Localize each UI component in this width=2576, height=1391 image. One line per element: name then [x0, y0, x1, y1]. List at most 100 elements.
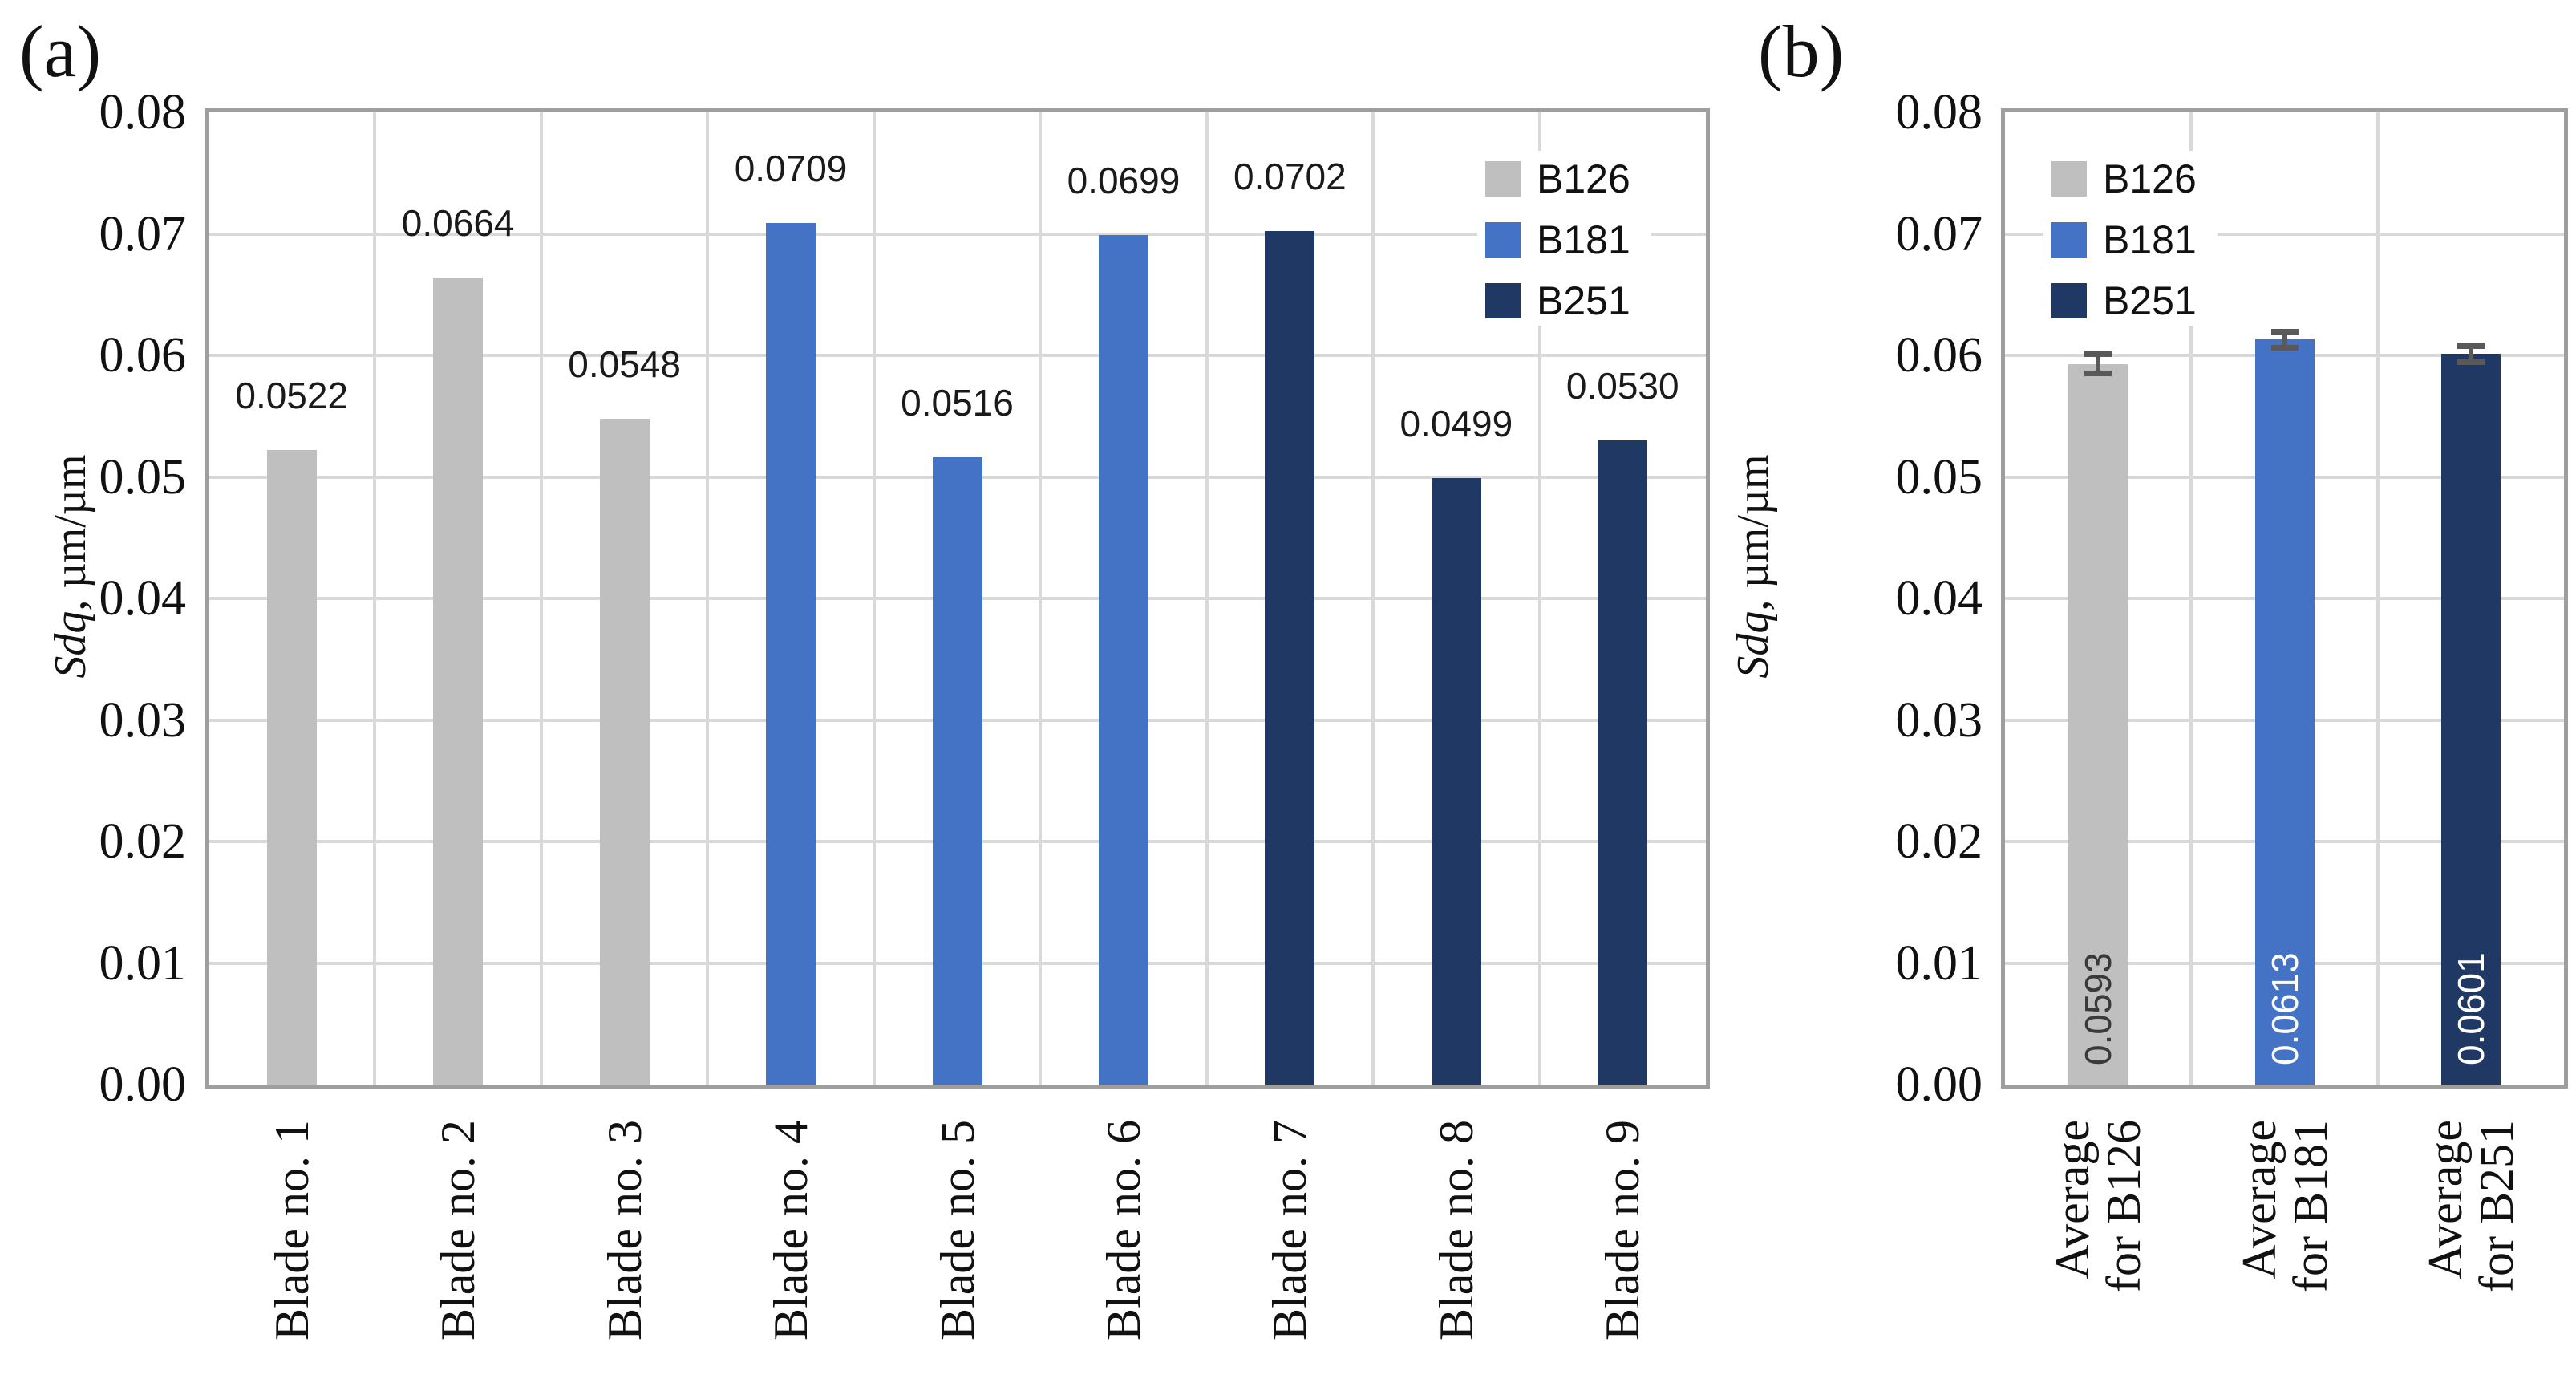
bar-b251 — [2440, 354, 2501, 1085]
gridline-vertical — [1205, 112, 1209, 1085]
gridline-horizontal — [2005, 232, 2564, 236]
bar-value-label: 0.0699 — [1067, 160, 1181, 201]
legend-item-b251: B251 — [1485, 281, 1630, 321]
panel-a-letter: (a) — [19, 10, 102, 92]
bar-b181 — [2254, 339, 2315, 1085]
y-axis-tick-label: 0.07 — [1895, 206, 1983, 262]
legend-label: B126 — [1537, 156, 1630, 201]
x-axis-category-label: Blade no. 4 — [764, 1120, 818, 1391]
legend-label: B251 — [2103, 278, 2197, 323]
y-axis-tick-label: 0.04 — [1895, 571, 1983, 626]
bar-b126 — [266, 450, 317, 1085]
bar-b251 — [1431, 478, 1481, 1085]
y-axis-tick-label: 0.05 — [1895, 449, 1983, 505]
legend: B126 B181 B251 — [2043, 151, 2218, 326]
y-axis-tick-label: 0.01 — [99, 935, 187, 991]
bar-value-label: 0.0709 — [734, 147, 848, 189]
y-axis-tick-label: 0.08 — [99, 85, 187, 140]
gridline-vertical — [1039, 112, 1043, 1085]
legend-label: B126 — [2103, 156, 2197, 201]
legend-item-b251: B251 — [2051, 281, 2197, 321]
legend-label: B181 — [2103, 217, 2197, 262]
gridline-vertical — [2376, 112, 2380, 1085]
bar-b181 — [1098, 235, 1148, 1085]
bar-value-label: 0.0522 — [235, 375, 349, 417]
error-bar-whisker — [2096, 354, 2101, 374]
legend-swatch-b181 — [1485, 222, 1521, 258]
gridline-vertical — [539, 112, 543, 1085]
x-axis-category-label: Blade no. 7 — [1263, 1120, 1317, 1391]
x-axis-category-label-line: Blade no. 6 — [1096, 1120, 1150, 1340]
error-bar-whisker — [2468, 345, 2473, 363]
bar-value-label: 0.0530 — [1565, 365, 1679, 408]
legend-item-b181: B181 — [1485, 220, 1630, 260]
x-axis-category-label: Blade no. 8 — [1430, 1120, 1483, 1391]
x-axis-category-label: Blade no. 3 — [597, 1120, 651, 1391]
x-axis-category-label-line: Blade no. 4 — [764, 1120, 818, 1340]
x-axis-category-label: Average for B126 — [2046, 1120, 2151, 1391]
panel-b-letter: (b) — [1758, 10, 1845, 92]
bar-b251 — [1265, 231, 1315, 1085]
y-axis-tick-label: 0.00 — [1895, 1057, 1983, 1112]
bar-value-label: 0.0664 — [401, 202, 515, 245]
x-axis-category-label-line: Average — [2418, 1120, 2472, 1279]
gridline-vertical — [1537, 112, 1541, 1085]
gridline-vertical — [1371, 112, 1375, 1085]
x-axis-category-label: Blade no. 5 — [930, 1120, 984, 1391]
y-axis-tick-label: 0.06 — [1895, 328, 1983, 383]
gridline-horizontal — [209, 232, 1706, 236]
bar-b126 — [599, 418, 650, 1085]
x-axis-category-label: Blade no. 9 — [1596, 1120, 1650, 1391]
x-axis-category-label-line: for B181 — [2283, 1120, 2337, 1292]
y-axis-tick-label: 0.06 — [99, 328, 187, 383]
legend-item-b126: B126 — [1485, 159, 1630, 199]
gridline-vertical — [872, 112, 876, 1085]
panel-b-y-axis-title: Sdq, µm/µm — [1727, 454, 1779, 678]
y-axis-tick-label: 0.01 — [1895, 935, 1983, 991]
bar-b126 — [2068, 363, 2128, 1085]
gridline-vertical — [2189, 112, 2193, 1085]
x-axis-category-label-line: Blade no. 7 — [1263, 1120, 1317, 1340]
x-axis-category-label: Blade no. 1 — [265, 1120, 318, 1391]
y-axis-tick-label: 0.07 — [99, 206, 187, 262]
x-axis-category-label: Blade no. 2 — [431, 1120, 485, 1391]
legend: B126 B181 B251 — [1477, 151, 1651, 326]
legend-item-b126: B126 — [2051, 159, 2197, 199]
y-axis-tick-label: 0.02 — [1895, 814, 1983, 869]
bar-value-label: 0.0499 — [1399, 403, 1513, 444]
x-axis-category-label: Average for B251 — [2418, 1120, 2523, 1391]
y-axis-tick-label: 0.02 — [99, 814, 187, 869]
x-axis-category-label-line: Blade no. 3 — [597, 1120, 651, 1340]
error-bar-cap-bottom — [2270, 344, 2299, 351]
bar-b181 — [766, 222, 816, 1085]
bar-value-label-inside: 0.0601 — [2449, 952, 2492, 1065]
panel-b-y-axis-title-units: , µm/µm — [1728, 454, 1778, 611]
x-axis-category-label-line: Blade no. 2 — [431, 1120, 485, 1340]
x-axis-category-label-line: Average — [2232, 1120, 2286, 1279]
error-bar-cap-top — [2457, 343, 2485, 349]
bar-value-label-inside: 0.0593 — [2077, 952, 2120, 1065]
bar-b181 — [932, 457, 982, 1085]
y-axis-tick-label: 0.00 — [99, 1057, 187, 1112]
x-axis-category-label: Average for B181 — [2232, 1120, 2337, 1391]
x-axis-category-label-line: Blade no. 1 — [265, 1120, 318, 1340]
bar-value-label: 0.0548 — [568, 343, 681, 385]
x-axis-category-label-line: Blade no. 5 — [930, 1120, 984, 1340]
y-axis-tick-label: 0.03 — [99, 692, 187, 748]
legend-swatch-b251 — [1485, 283, 1521, 318]
error-bar-cap-top — [2084, 351, 2112, 358]
bar-b126 — [433, 278, 484, 1085]
legend-item-b181: B181 — [2051, 220, 2197, 260]
y-axis-tick-label: 0.05 — [99, 449, 187, 505]
bar-value-label-inside: 0.0613 — [2263, 952, 2306, 1065]
bar-value-label: 0.0702 — [1233, 156, 1347, 198]
x-axis-category-label-line: Average — [2046, 1120, 2100, 1279]
bar-value-label: 0.0516 — [901, 382, 1014, 424]
legend-swatch-b181 — [2051, 222, 2087, 258]
x-axis-category-label-line: for B251 — [2469, 1120, 2523, 1292]
x-axis-category-label-line: Blade no. 9 — [1596, 1120, 1650, 1340]
x-axis-category-label-line: for B126 — [2097, 1120, 2151, 1292]
error-bar-whisker — [2282, 331, 2287, 348]
y-axis-tick-label: 0.08 — [1895, 85, 1983, 140]
gridline-vertical — [373, 112, 377, 1085]
